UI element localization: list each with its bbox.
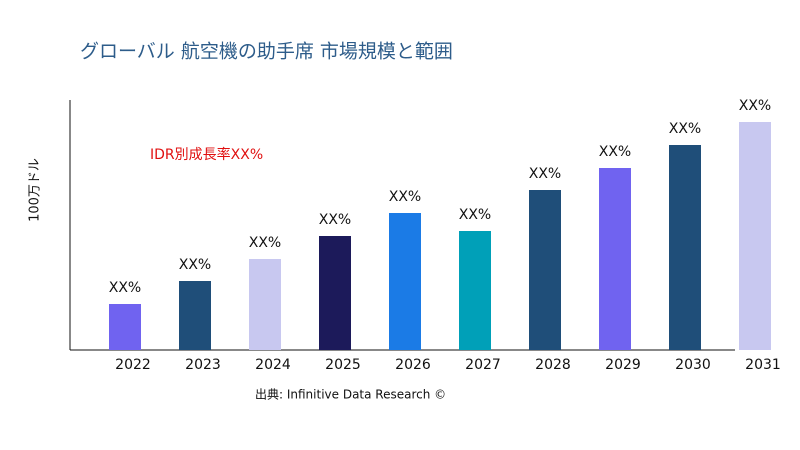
data-label: XX% (669, 121, 701, 137)
chart-title: グローバル 航空機の助手席 市場規模と範囲 (80, 41, 453, 63)
x-tick-label: 2030 (675, 357, 711, 373)
bar (179, 281, 211, 350)
annotation: IDR別成長率XX% (150, 146, 263, 163)
bar (459, 231, 491, 350)
data-label: XX% (599, 144, 631, 160)
x-tick-label: 2026 (395, 357, 431, 373)
x-tick-label: 2028 (535, 357, 571, 373)
data-label: XX% (739, 98, 771, 114)
x-tick-label: 2031 (745, 357, 781, 373)
x-tick-label: 2025 (325, 357, 361, 373)
source: 出典: Infinitive Data Research © (255, 388, 446, 402)
bar (739, 122, 771, 350)
data-label: XX% (319, 212, 351, 228)
data-label: XX% (179, 257, 211, 273)
bar (529, 190, 561, 350)
data-label: XX% (249, 235, 281, 251)
x-tick-label: 2022 (115, 357, 151, 373)
x-tick-label: 2023 (185, 357, 221, 373)
bar (669, 145, 701, 350)
bar (599, 168, 631, 350)
x-tick-label: 2024 (255, 357, 291, 373)
data-label: XX% (109, 280, 141, 296)
x-tick-label: 2029 (605, 357, 641, 373)
data-label: XX% (459, 207, 491, 223)
data-label: XX% (389, 189, 421, 205)
y-axis-label: 100万ドル (28, 158, 43, 222)
bar (389, 213, 421, 350)
data-label: XX% (529, 166, 561, 182)
bar (109, 304, 141, 350)
bar (249, 259, 281, 350)
bar (319, 236, 351, 350)
x-tick-label: 2027 (465, 357, 501, 373)
